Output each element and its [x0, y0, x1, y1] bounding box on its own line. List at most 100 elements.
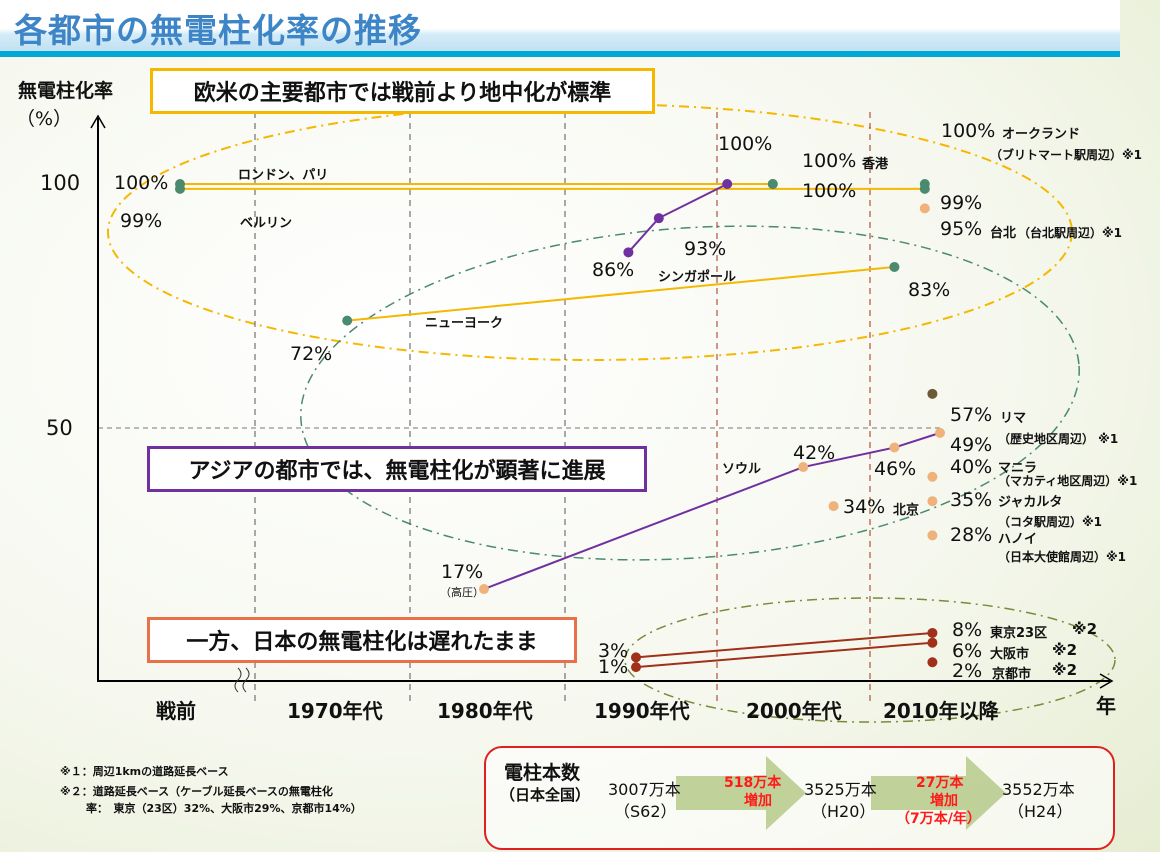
footnote-1: ※１：周辺1kmの道路延長ベース — [60, 765, 229, 778]
arrow-icon — [871, 756, 1006, 830]
data-point — [631, 652, 641, 663]
auckland-note: （ブリトマート駅周辺）※1 — [990, 148, 1143, 162]
kyoto-note: ※2 — [1052, 661, 1078, 679]
osaka-end-label: 6% — [952, 640, 983, 662]
data-point — [798, 462, 809, 473]
x-tick-1970s: 1970年代 — [287, 699, 383, 723]
taipei-name: 台北 — [990, 226, 1017, 241]
data-point — [175, 183, 185, 194]
y-axis-unit: （%） — [16, 108, 73, 130]
jakarta-name: ジャカルタ — [998, 495, 1063, 510]
london-2000s-label: 100% — [802, 180, 857, 202]
asia-callout: アジアの都市では、無電柱化が顕著に進展 — [147, 446, 647, 492]
tokyo-note: ※2 — [1072, 620, 1098, 638]
data-point-リマ — [927, 388, 938, 399]
data-point-ジャカルタ — [927, 496, 938, 507]
seoul-name: ソウル — [722, 462, 762, 477]
osaka-start-label: 1% — [598, 656, 629, 678]
asia-ellipse — [300, 225, 1080, 561]
series-line-4 — [483, 431, 941, 590]
kyoto-label: 2% — [952, 660, 983, 682]
axis-break-icon — [234, 667, 250, 693]
berlin-name: ベルリン — [240, 216, 293, 231]
footnote-2-cont: 率： 東京（23区）32%、大阪市29%、京都市14%） — [86, 802, 362, 815]
increase-2-amount: 27万本 — [916, 775, 964, 791]
data-point-マニラ — [927, 471, 938, 482]
hongkong-label: 100% — [802, 150, 857, 172]
data-point — [631, 662, 641, 673]
seoul-label-1: 17% — [441, 561, 484, 583]
data-point — [479, 584, 489, 595]
pole-year-h20: （H20） — [811, 802, 876, 821]
beijing-name: 北京 — [893, 503, 920, 518]
data-point — [889, 442, 900, 453]
x-tick-2000s: 2000年代 — [746, 699, 842, 723]
increase-1-amount: 518万本 — [724, 775, 782, 791]
x-tick-1990s: 1990年代 — [594, 699, 690, 723]
title-bar: 各都市の無電柱化率の推移 — [0, 0, 1120, 57]
series-line-6 — [635, 641, 933, 669]
y-tick-100: 100 — [40, 171, 81, 195]
kyoto-name: 京都市 — [992, 667, 1032, 682]
japan-ellipse — [624, 597, 1116, 723]
manila-note: （マカティ地区周辺）※1 — [998, 474, 1138, 488]
x-tick-2010s: 2010年以降 — [883, 699, 999, 723]
newyork-end-label: 83% — [908, 279, 951, 301]
seoul-note: （高圧） — [440, 586, 484, 599]
data-point-ハノイ — [927, 530, 938, 541]
jakarta-note: （コタ駅周辺）※1 — [998, 515, 1103, 529]
pole-count-scope: （日本全国） — [500, 786, 591, 804]
page-title: 各都市の無電柱化率の推移 — [14, 11, 422, 50]
singapore-label-2: 93% — [684, 238, 727, 260]
berlin-prewar-label: 99% — [120, 210, 163, 232]
pole-count-label: 電柱本数 — [504, 762, 581, 784]
hongkong-name: 香港 — [862, 157, 889, 172]
data-point-北京 — [828, 501, 839, 512]
london-paris-name: ロンドン、パリ — [238, 168, 329, 183]
western-callout: 欧米の主要都市では戦前より地中化が標準 — [150, 68, 655, 114]
newyork-start-label: 72% — [290, 343, 333, 365]
increase-2-rate: （7万本/年） — [896, 811, 981, 827]
pole-count-s62: 3007万本 — [608, 780, 681, 799]
pole-count-h24: 3552万本 — [1002, 780, 1075, 799]
seoul-label-3: 46% — [874, 458, 917, 480]
western-ellipse — [107, 103, 1073, 361]
osaka-note: ※2 — [1052, 641, 1078, 659]
data-point — [342, 315, 353, 326]
tokyo-end-label: 8% — [952, 619, 983, 641]
x-tick-prewar: 戦前 — [156, 699, 196, 723]
x-axis-arrow — [1099, 673, 1114, 689]
auckland-label: 100% — [941, 120, 996, 142]
pole-count-panel: 電柱本数 （日本全国） 3007万本 （S62） 518万本 増加 3525万本… — [484, 746, 1115, 850]
osaka-name: 大阪市 — [990, 647, 1030, 662]
footnote-2: ※２：道路延長ベース（ケーブル延長ベースの無電柱化 — [60, 785, 333, 798]
y-axis-arrow — [90, 114, 106, 129]
pole-count-h20: 3525万本 — [804, 780, 877, 799]
lima-name: リマ — [1000, 411, 1027, 426]
hanoi-label: 28% — [950, 524, 993, 546]
series-line-2 — [347, 265, 895, 322]
japan-callout: 一方、日本の無電柱化は遅れたまま — [147, 617, 577, 663]
data-point-京都市 — [927, 657, 938, 668]
increase-2-word: 増加 — [930, 793, 958, 809]
singapore-label-3: 100% — [718, 133, 773, 155]
taipei-note: （台北駅周辺）※1 — [1018, 226, 1123, 240]
series-line-5 — [635, 631, 933, 659]
data-point — [889, 261, 900, 272]
manila-name: マニラ — [998, 461, 1038, 476]
arrow-icon — [676, 756, 806, 830]
manila-label: 40% — [950, 456, 993, 478]
london-prewar-label: 100% — [114, 172, 169, 194]
x-axis-label: 年 — [1096, 694, 1116, 718]
data-point — [935, 427, 945, 438]
data-point — [722, 179, 733, 189]
growth-arrows — [676, 756, 1006, 830]
x-tick-1980s: 1980年代 — [437, 699, 533, 723]
pole-year-s62: （S62） — [614, 802, 677, 821]
data-point-オークランド — [919, 179, 930, 189]
data-point — [927, 627, 938, 638]
singapore-label-1: 86% — [592, 259, 635, 281]
beijing-label: 34% — [843, 496, 886, 518]
y-tick-50: 50 — [46, 416, 73, 440]
